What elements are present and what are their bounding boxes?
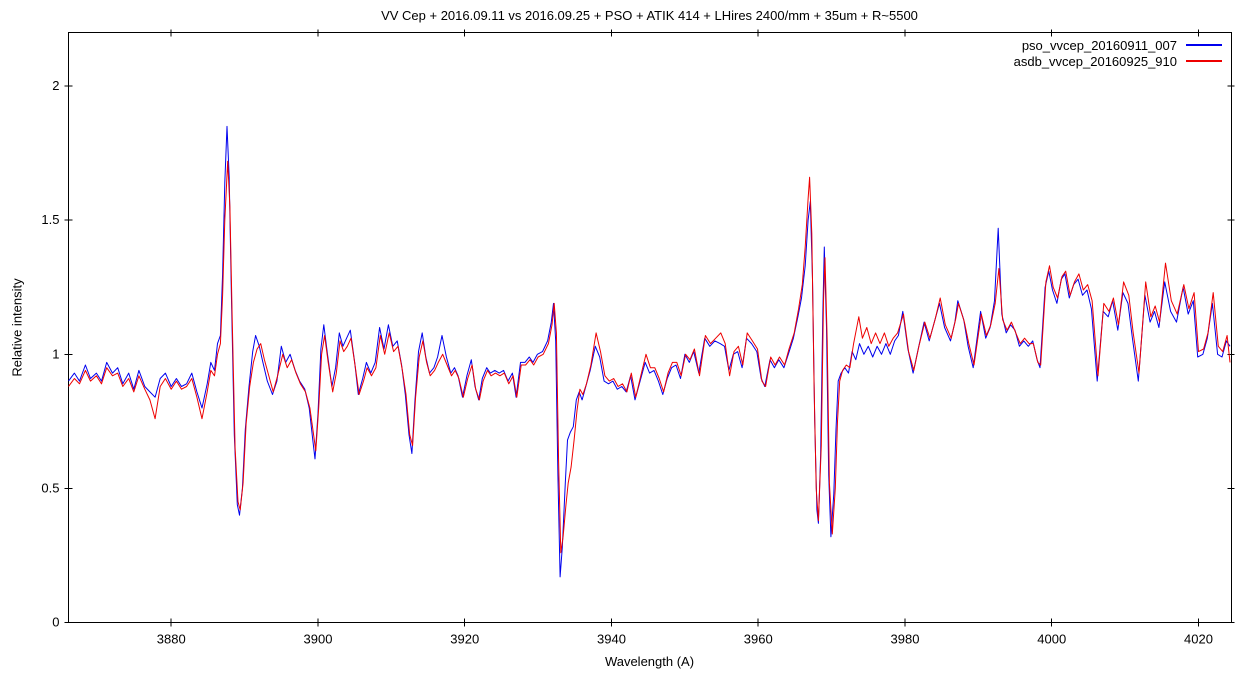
- legend-label-asdb: asdb_vvcep_20160925_910: [1013, 53, 1177, 69]
- chart-title: VV Cep + 2016.09.11 vs 2016.09.25 + PSO …: [381, 8, 918, 23]
- x-tick-label: 3880: [157, 632, 186, 647]
- x-tick-label: 3940: [597, 632, 626, 647]
- plot-border: [68, 32, 1232, 623]
- legend-entry-pso: pso_vvcep_20160911_007: [1014, 37, 1222, 53]
- y-tick-label: 1.5: [41, 212, 59, 227]
- x-tick-label: 4000: [1037, 632, 1066, 647]
- legend-label-pso: pso_vvcep_20160911_007: [1021, 37, 1177, 53]
- x-tick-label: 3900: [304, 632, 333, 647]
- legend-line-sample-asdb: [1186, 60, 1222, 62]
- legend: pso_vvcep_20160911_007 asdb_vvcep_201609…: [1014, 37, 1222, 69]
- y-tick-label: 1: [52, 346, 59, 361]
- x-tick-label: 3980: [891, 632, 920, 647]
- series-line-asdb: [68, 160, 1231, 554]
- legend-line-sample-pso: [1186, 44, 1222, 46]
- y-tick-label: 0: [52, 615, 59, 630]
- y-tick-label: 2: [52, 78, 59, 93]
- legend-entry-asdb: asdb_vvcep_20160925_910: [1014, 53, 1222, 69]
- x-tick-label: 3960: [744, 632, 773, 647]
- y-axis-label: Relative intensity: [9, 278, 25, 377]
- x-tick-label: 3920: [450, 632, 479, 647]
- y-tick-label: 0.5: [41, 480, 59, 495]
- x-axis-label: Wavelength (A): [604, 654, 695, 669]
- series-line-pso: [68, 125, 1231, 578]
- x-tick-label: 4020: [1184, 632, 1213, 647]
